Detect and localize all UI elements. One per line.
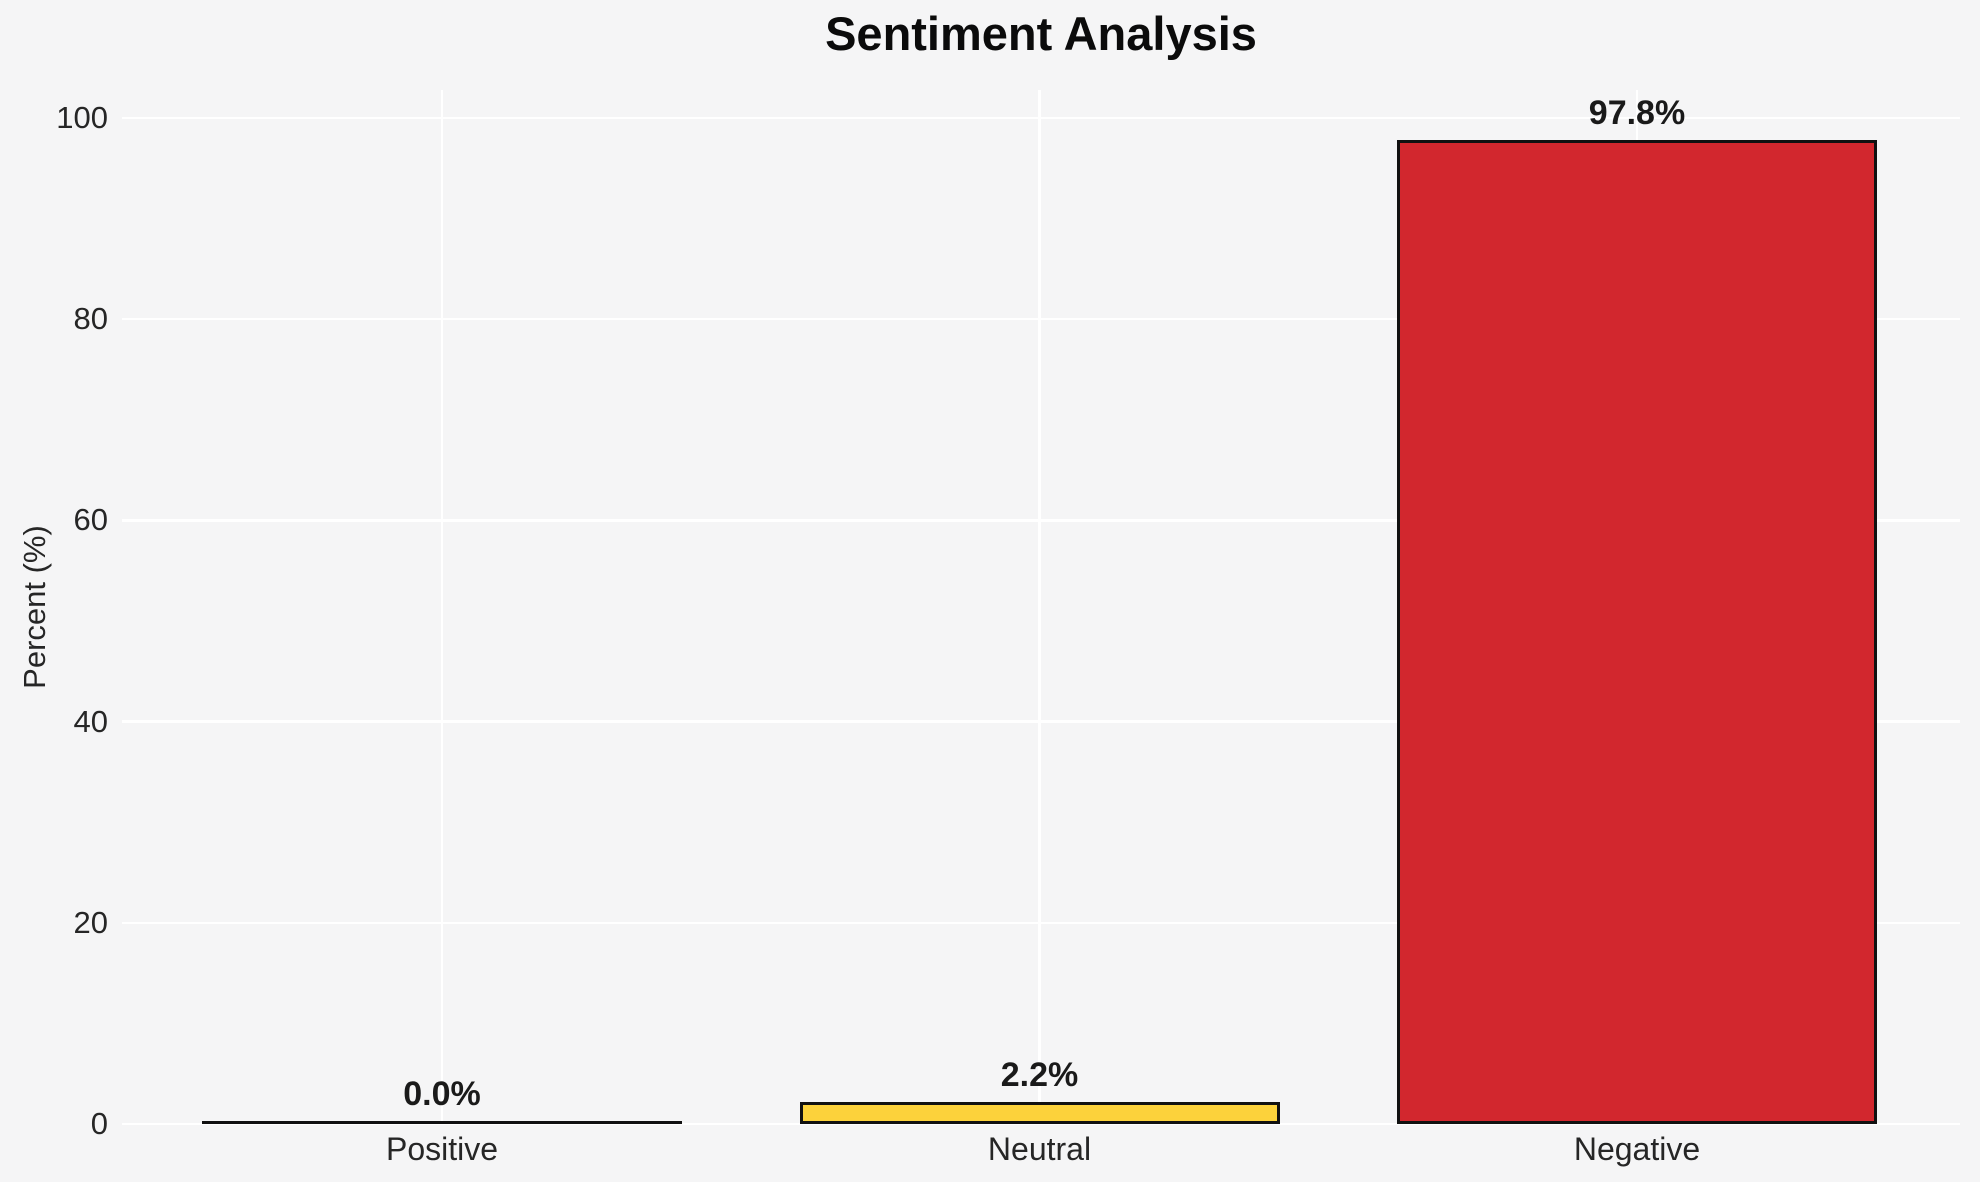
bar-neutral bbox=[799, 1102, 1280, 1124]
value-label-positive: 0.0% bbox=[403, 1075, 481, 1113]
y-tick-80: 80 bbox=[73, 301, 108, 337]
y-tick-20: 20 bbox=[73, 904, 108, 940]
y-tick-60: 60 bbox=[73, 502, 108, 538]
y-axis-label: Percent (%) bbox=[17, 525, 52, 689]
gridline-x-positive bbox=[440, 90, 444, 1124]
plot-area: 0.0% 2.2% 97.8% bbox=[122, 90, 1960, 1126]
bar-positive bbox=[202, 1121, 682, 1124]
y-tick-100: 100 bbox=[56, 100, 108, 135]
x-tick-neutral: Neutral bbox=[987, 1131, 1092, 1167]
x-tick-positive: Positive bbox=[385, 1131, 499, 1167]
y-tick-0: 0 bbox=[90, 1106, 108, 1141]
x-tick-negative: Negative bbox=[1573, 1131, 1701, 1167]
value-label-negative: 97.8% bbox=[1588, 94, 1686, 132]
bar-negative bbox=[1397, 140, 1877, 1124]
y-tick-40: 40 bbox=[73, 703, 108, 739]
value-label-neutral: 2.2% bbox=[1000, 1056, 1079, 1094]
gridline-x-neutral bbox=[1038, 90, 1041, 1124]
chart-title: Sentiment Analysis bbox=[825, 7, 1257, 60]
